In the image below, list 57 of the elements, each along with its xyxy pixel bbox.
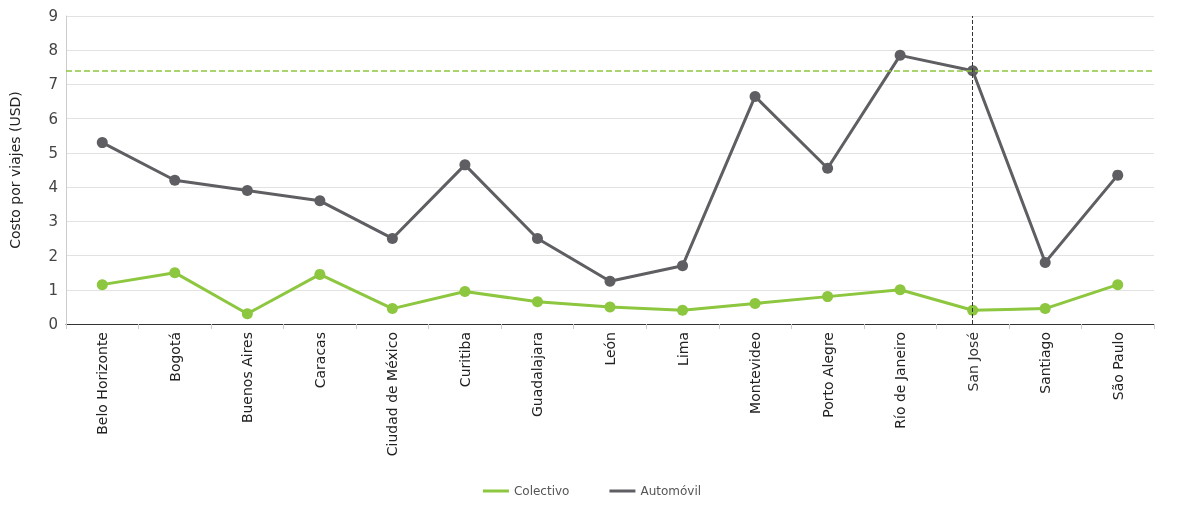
x-tick-label: Guadalajara	[529, 332, 546, 418]
point	[604, 301, 616, 313]
point	[96, 279, 108, 291]
y-tick-label: 1	[48, 280, 58, 299]
y-tick-label: 8	[48, 41, 58, 60]
point	[241, 308, 253, 320]
point	[386, 232, 398, 244]
y-tick-label: 6	[48, 109, 58, 128]
x-tick-label: Montevideo	[747, 332, 764, 414]
point	[749, 90, 761, 102]
x-tick-label: Río de Janeiro	[892, 332, 909, 429]
y-tick-label: 3	[48, 212, 58, 231]
x-tick-label: Porto Alegre	[819, 332, 836, 418]
point	[894, 284, 906, 296]
y-tick-label: 9	[48, 7, 58, 25]
legend-label: Colectivo	[513, 484, 570, 498]
x-tick-label: Buenos Aires	[239, 332, 256, 424]
x-tick-label: Bogotá	[166, 332, 183, 382]
point	[459, 285, 471, 297]
y-axis-title: Costo por viajes (USD)	[7, 91, 23, 249]
y-tick-label: 7	[48, 75, 58, 94]
x-tick-label: Curitiba	[456, 332, 473, 388]
x-tick-label: São Paulo	[1109, 332, 1126, 401]
point	[604, 275, 616, 287]
point	[822, 291, 834, 303]
point	[531, 232, 543, 244]
legend-label: Automóvil	[640, 484, 702, 498]
y-tick-label: 2	[48, 246, 58, 265]
y-tick-label: 5	[48, 143, 58, 162]
point	[169, 174, 181, 186]
point	[967, 304, 979, 316]
point	[96, 137, 108, 149]
x-tick-label: León	[602, 332, 618, 366]
point	[169, 267, 181, 279]
point	[314, 268, 326, 280]
point	[386, 303, 398, 315]
x-tick-label: Santiago	[1037, 332, 1054, 394]
y-tick-label: 0	[48, 315, 58, 333]
x-tick-label: Ciudad de México	[384, 332, 401, 457]
point	[1112, 169, 1124, 181]
point	[531, 296, 543, 308]
y-tick-label: 4	[48, 178, 58, 197]
point	[1112, 279, 1124, 291]
point	[1039, 256, 1051, 268]
x-tick-label: Lima	[674, 332, 691, 366]
point	[1039, 303, 1051, 315]
point	[459, 159, 471, 171]
point	[822, 162, 834, 174]
x-tick-label: Caracas	[311, 332, 328, 389]
point	[677, 304, 689, 316]
point	[314, 195, 326, 207]
x-tick-label: San José	[964, 332, 981, 392]
x-tick-label: Belo Horizonte	[94, 332, 111, 435]
point	[894, 49, 906, 61]
point	[749, 297, 761, 309]
point	[241, 185, 253, 197]
point	[677, 260, 689, 272]
